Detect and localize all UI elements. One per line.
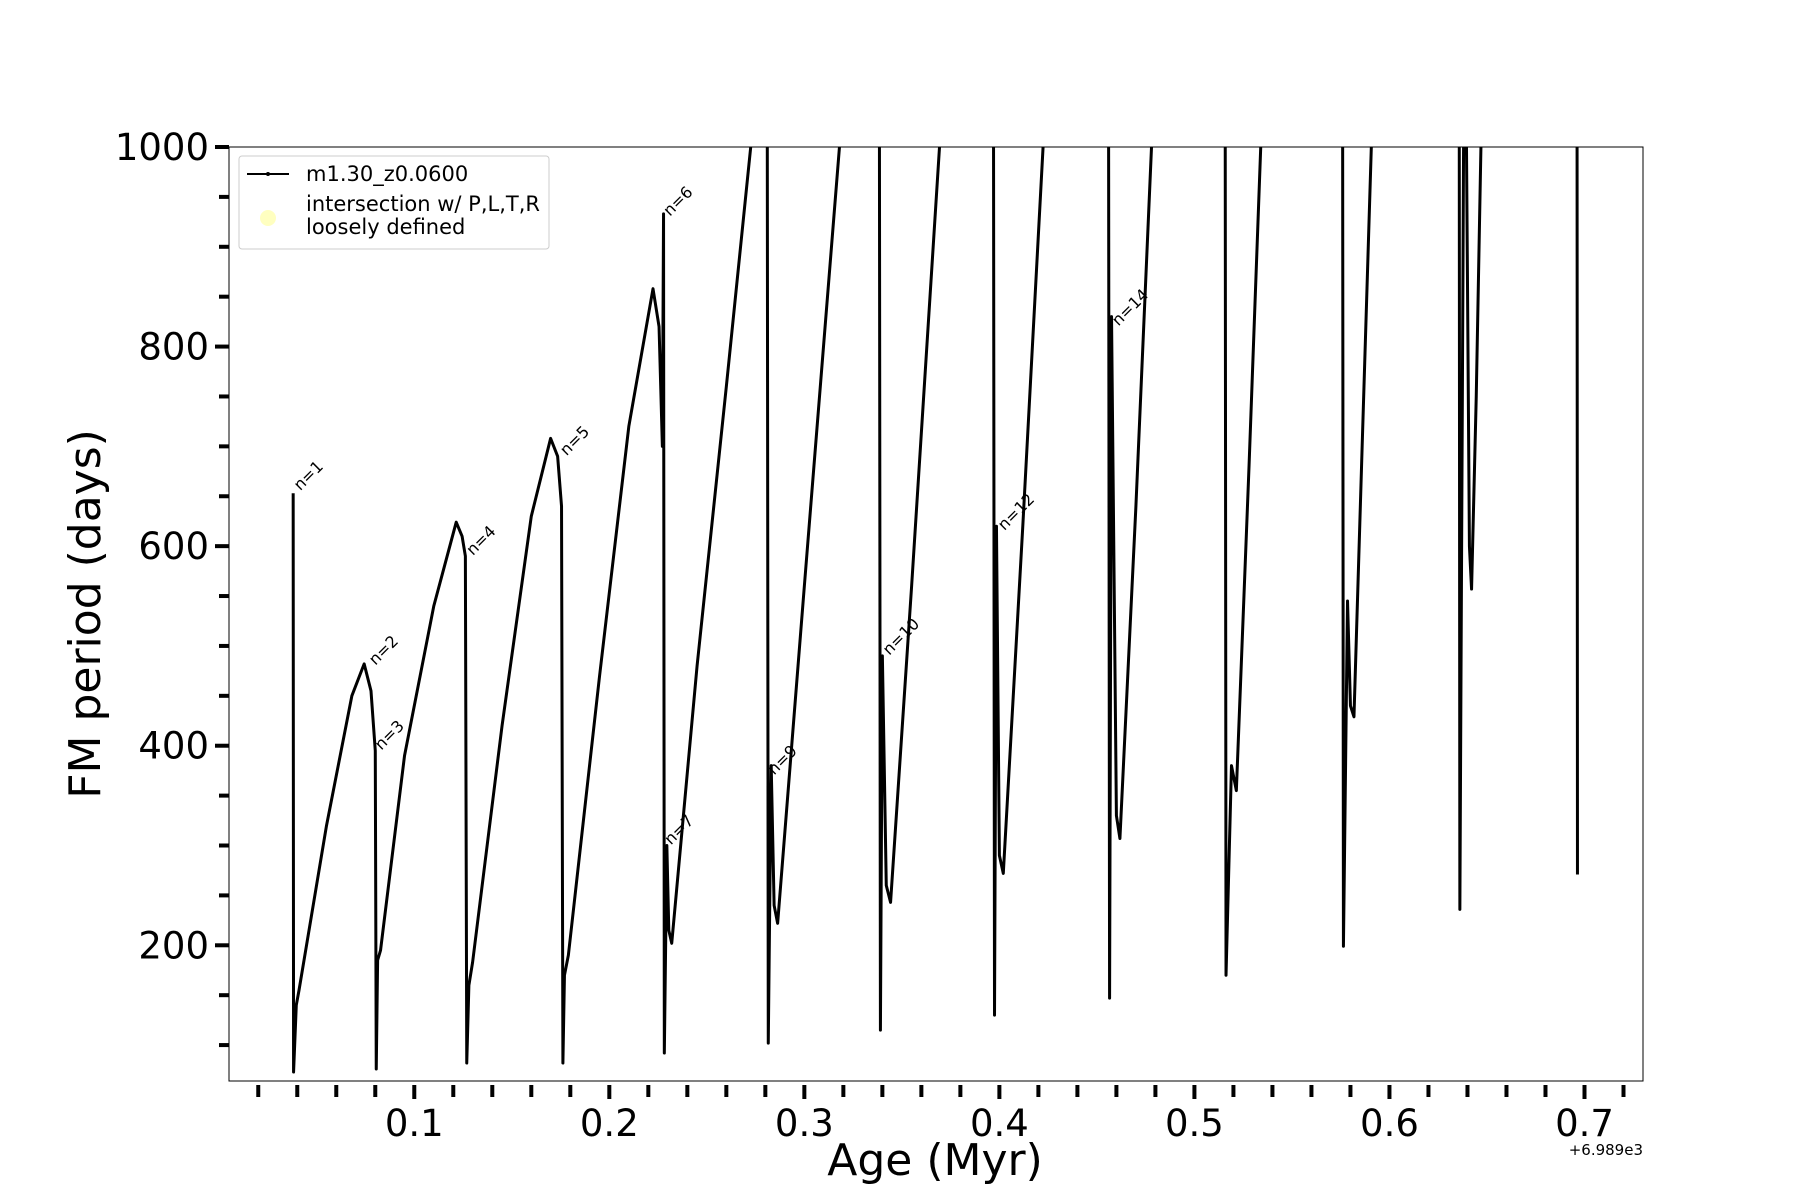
annotation: n=2: [365, 631, 402, 668]
legend-marker: [260, 210, 276, 226]
y-tick-label: 200: [138, 924, 209, 967]
annotation: n=10: [879, 614, 923, 658]
plot-frame: [228, 146, 1644, 1082]
x-offset-label: +6.989e3: [1569, 1141, 1643, 1159]
annotation: n=1: [290, 457, 327, 494]
legend-box: [238, 155, 550, 250]
x-tick-label: 0.6: [1360, 1102, 1419, 1145]
legend-dot: [266, 172, 270, 176]
x-tick-label: 0.4: [970, 1102, 1029, 1145]
y-tick-label: 400: [138, 725, 209, 768]
x-tick-label: 0.3: [775, 1102, 834, 1145]
x-tick-label: 0.2: [580, 1102, 639, 1145]
x-tick-label: 0.5: [1165, 1102, 1224, 1145]
x-tick-label: 0.7: [1555, 1102, 1614, 1145]
data-line: [291, 147, 1579, 1074]
y-tick-label: 1000: [115, 126, 209, 169]
legend-label: loosely defined: [306, 215, 465, 239]
legend-label: intersection w/ P,L,T,R: [306, 192, 540, 216]
x-axis-label: Age (Myr): [827, 1135, 1043, 1186]
annotation: n=7: [660, 811, 697, 848]
annotation: n=12: [994, 490, 1038, 534]
annotation: n=5: [556, 422, 593, 459]
annotation: n=4: [462, 522, 499, 559]
y-tick-label: 800: [138, 326, 209, 369]
x-tick-label: 0.1: [385, 1102, 444, 1145]
legend-label: m1.30_z0.0600: [306, 162, 468, 187]
y-tick-label: 600: [138, 525, 209, 568]
y-axis-label: FM period (days): [60, 429, 111, 799]
